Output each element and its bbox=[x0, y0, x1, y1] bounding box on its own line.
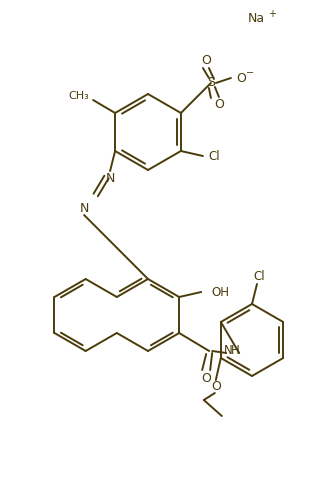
Text: Na: Na bbox=[248, 11, 265, 25]
Text: S: S bbox=[207, 76, 215, 90]
Text: Cl: Cl bbox=[208, 149, 220, 163]
Text: Cl: Cl bbox=[253, 270, 265, 282]
Text: N: N bbox=[105, 173, 115, 185]
Text: N: N bbox=[80, 202, 89, 214]
Text: O: O bbox=[214, 99, 224, 111]
Text: O: O bbox=[201, 372, 211, 385]
Text: +: + bbox=[268, 9, 276, 19]
Text: O: O bbox=[201, 55, 211, 68]
Text: CH₃: CH₃ bbox=[69, 91, 89, 101]
Text: N: N bbox=[224, 345, 232, 357]
Text: −: − bbox=[246, 68, 254, 78]
Text: OH: OH bbox=[211, 285, 229, 298]
Text: O: O bbox=[211, 381, 221, 393]
Text: H: H bbox=[231, 345, 239, 357]
Text: O: O bbox=[236, 71, 246, 84]
